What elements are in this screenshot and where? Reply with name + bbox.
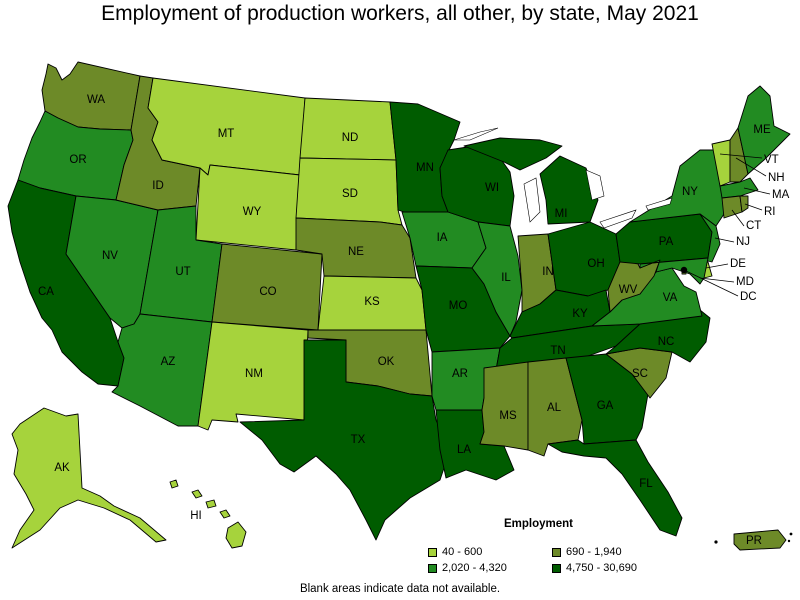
state-label-oh: OH xyxy=(587,258,604,270)
legend-item-4: 4,750 - 30,690 xyxy=(552,562,672,574)
state-label-wi: WI xyxy=(485,182,499,194)
legend-label-1: 40 - 600 xyxy=(442,546,483,558)
legend-label-3: 2,020 - 4,320 xyxy=(442,562,507,574)
state-label-nc: NC xyxy=(658,336,675,348)
great-lakes xyxy=(453,127,673,229)
state-label-pr: PR xyxy=(746,535,762,547)
state-nd[interactable] xyxy=(299,97,397,161)
state-label-nv: NV xyxy=(102,250,118,262)
state-label-nj: NJ xyxy=(736,236,750,248)
state-label-mi: MI xyxy=(555,208,568,220)
state-me[interactable] xyxy=(737,85,791,175)
legend-swatch-3 xyxy=(428,563,437,573)
state-ak[interactable] xyxy=(11,407,167,549)
legend-label-4: 4,750 - 30,690 xyxy=(566,562,637,574)
state-label-ky: KY xyxy=(572,308,588,320)
state-label-sc: SC xyxy=(632,368,648,380)
state-label-ne: NE xyxy=(348,246,364,258)
state-label-nh: NH xyxy=(768,172,785,184)
state-label-md: MD xyxy=(736,276,754,288)
state-ms[interactable] xyxy=(479,361,529,451)
state-label-ri: RI xyxy=(764,206,776,218)
state-label-de: DE xyxy=(730,258,746,270)
state-label-dc: DC xyxy=(740,291,757,303)
legend-item-3: 2,020 - 4,320 xyxy=(428,562,552,574)
state-label-wv: WV xyxy=(619,284,638,296)
callout-leaders xyxy=(683,153,771,297)
state-label-ny: NY xyxy=(682,186,698,198)
legend-item-1: 40 - 600 xyxy=(428,546,552,558)
state-label-sd: SD xyxy=(342,188,358,200)
state-mt[interactable] xyxy=(147,77,306,176)
state-label-il: IL xyxy=(501,272,511,284)
state-label-mt: MT xyxy=(218,128,235,140)
state-nh[interactable] xyxy=(729,127,749,183)
legend-item-2: 690 - 1,940 xyxy=(552,546,672,558)
legend-label-2: 690 - 1,940 xyxy=(566,546,622,558)
state-az[interactable] xyxy=(111,313,213,427)
state-label-hi: HI xyxy=(190,510,202,522)
footnote: Blank areas indicate data not available. xyxy=(299,583,501,595)
state-label-wa: WA xyxy=(87,94,105,106)
state-ct[interactable] xyxy=(721,195,743,219)
pr-islands xyxy=(714,532,793,544)
state-label-mn: MN xyxy=(416,162,434,174)
state-label-ms: MS xyxy=(499,410,517,422)
state-label-id: ID xyxy=(152,180,164,192)
state-label-fl: FL xyxy=(639,478,653,490)
state-pr[interactable] xyxy=(733,529,787,551)
map-title: Employment of production workers, all ot… xyxy=(101,2,699,25)
legend-title: Employment xyxy=(504,518,574,530)
state-label-co: CO xyxy=(259,286,276,298)
state-label-wy: WY xyxy=(243,206,262,218)
state-oh[interactable] xyxy=(547,221,621,297)
state-label-ar: AR xyxy=(452,368,468,380)
state-hi[interactable] xyxy=(169,479,247,549)
state-label-ak: AK xyxy=(54,462,70,474)
legend-swatch-4 xyxy=(552,563,561,573)
state-label-ga: GA xyxy=(597,400,614,412)
state-label-nd: ND xyxy=(342,132,359,144)
state-tx[interactable] xyxy=(239,339,451,541)
state-label-ks: KS xyxy=(364,296,380,308)
state-label-va: VA xyxy=(663,292,678,304)
state-label-ia: IA xyxy=(437,232,448,244)
state-ri[interactable] xyxy=(739,195,749,213)
state-label-al: AL xyxy=(547,402,562,414)
state-label-pa: PA xyxy=(659,236,674,248)
state-label-ca: CA xyxy=(38,286,54,298)
state-label-ma: MA xyxy=(772,189,790,201)
state-fl[interactable] xyxy=(547,439,683,537)
state-mi[interactable] xyxy=(463,137,599,225)
legend-swatch-1 xyxy=(428,547,437,557)
state-label-la: LA xyxy=(457,444,471,456)
legend-swatch-2 xyxy=(552,547,561,557)
state-nj[interactable] xyxy=(699,213,721,263)
state-label-vt: VT xyxy=(764,154,779,166)
state-label-or: OR xyxy=(69,154,86,166)
state-label-me: ME xyxy=(753,124,771,136)
state-label-mo: MO xyxy=(449,300,468,312)
state-label-ct: CT xyxy=(746,220,761,232)
state-label-ok: OK xyxy=(378,356,395,368)
state-label-tx: TX xyxy=(351,434,366,446)
state-ny[interactable] xyxy=(629,149,725,227)
legend: Employment 40 - 600 690 - 1,940 2,020 - … xyxy=(428,518,668,574)
legend-items: 40 - 600 690 - 1,940 2,020 - 4,320 4,750… xyxy=(428,546,668,574)
state-label-ut: UT xyxy=(175,266,190,278)
state-label-in: IN xyxy=(542,266,554,278)
state-label-az: AZ xyxy=(161,356,176,368)
state-label-tn: TN xyxy=(550,345,565,357)
state-label-nm: NM xyxy=(245,368,263,380)
